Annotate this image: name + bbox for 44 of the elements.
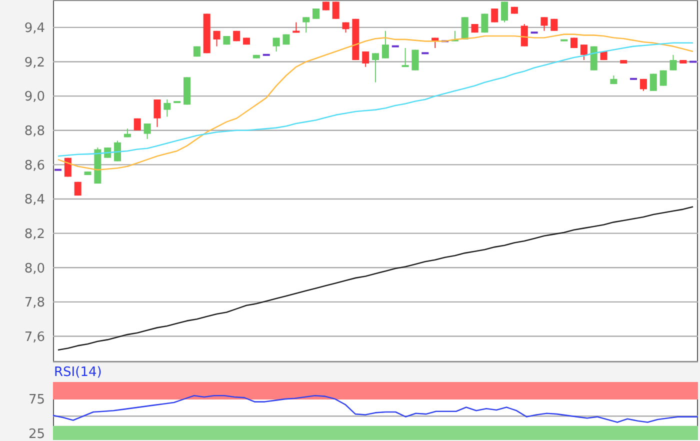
candlestick	[640, 78, 647, 92]
candlestick	[412, 49, 419, 71]
y-tick-label: 8,0	[24, 261, 45, 276]
y-tick-label: 25	[28, 426, 45, 441]
candlestick	[660, 70, 667, 86]
y-tick-label: 8,6	[24, 158, 45, 174]
y-tick-label: 9,4	[24, 21, 45, 36]
candlestick	[382, 30, 389, 59]
candlestick	[540, 16, 548, 32]
chart-title: RSI(14)	[54, 365, 102, 381]
y-tick-label: 8,2	[24, 226, 45, 242]
candlestick	[550, 18, 558, 32]
y-tick-label: 7,8	[24, 296, 45, 311]
candlestick	[154, 99, 161, 128]
candlestick	[372, 52, 380, 83]
y-tick-label: 7,6	[24, 330, 45, 345]
candlestick	[362, 50, 370, 68]
line-series	[57, 34, 694, 170]
line-series	[57, 42, 694, 157]
line-series	[57, 206, 694, 351]
y-tick-label: 75	[28, 392, 45, 408]
y-tick-label: 8,8	[24, 124, 45, 140]
candlestick	[164, 99, 171, 118]
y-tick-label: 9,2	[24, 55, 45, 70]
candlestick	[272, 37, 280, 52]
candlestick	[302, 16, 310, 34]
candlestick	[144, 123, 151, 140]
y-tick-label: 9,0	[24, 90, 45, 105]
candlestick	[670, 54, 677, 71]
candlestick	[312, 8, 320, 20]
candlestick	[481, 13, 488, 34]
candlestick	[402, 48, 409, 68]
candlestick	[580, 44, 588, 61]
candlestick	[650, 73, 657, 92]
candlestick	[461, 16, 468, 40]
candlestick	[213, 30, 220, 47]
candlestick	[501, 1, 508, 23]
line-series	[52, 394, 699, 423]
candlestick	[134, 118, 141, 131]
y-tick-label: 8,4	[24, 192, 45, 208]
candlestick	[520, 24, 528, 47]
candlestick	[114, 140, 122, 162]
candlestick	[332, 1, 340, 20]
candlestick	[491, 8, 498, 23]
